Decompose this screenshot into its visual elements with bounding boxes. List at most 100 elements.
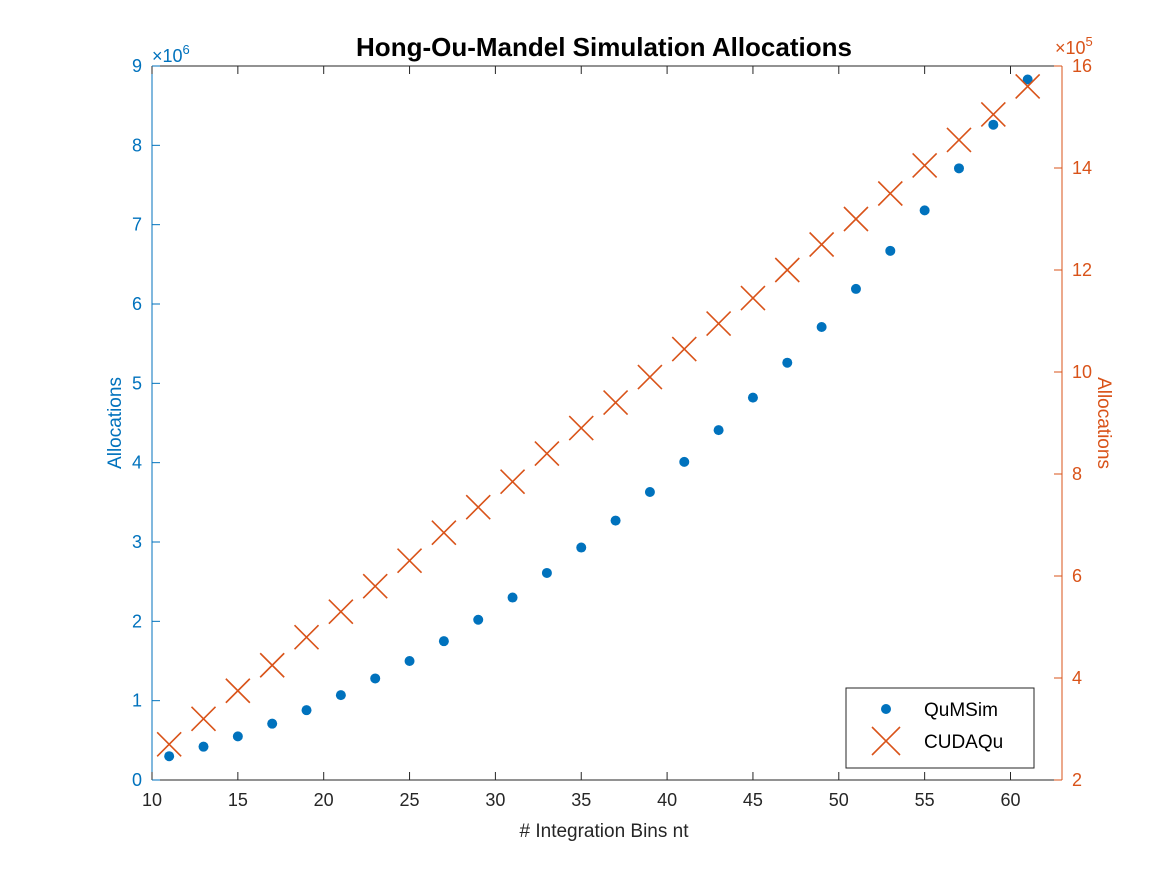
qumsim-point (541, 567, 552, 578)
y-axis-right-exponent-power: 5 (1086, 34, 1093, 49)
cudaqu-point (843, 206, 869, 232)
y-left-tick-label: 4 (132, 453, 142, 473)
legend-marker-cudaqu (871, 726, 901, 756)
x-tick-label: 30 (485, 790, 505, 810)
y-axis-left-label: Allocations (105, 377, 126, 469)
qumsim-point (953, 163, 964, 174)
x-tick-label: 15 (228, 790, 248, 810)
y-right-tick-label: 4 (1072, 668, 1082, 688)
cudaqu-point (396, 548, 423, 574)
cudaqu-point (465, 494, 491, 520)
legend-marker-qumsim (881, 704, 891, 714)
cudaqu-point (500, 469, 526, 495)
qumsim-point (850, 283, 861, 294)
y-left-tick-label: 6 (132, 294, 142, 314)
qumsim-point (885, 245, 896, 256)
y-axis-left-exponent-power: 6 (183, 42, 190, 57)
cudaqu-point (259, 652, 285, 678)
y-axis-right: 2 4 6 8 10 12 14 16 (1054, 56, 1092, 790)
qumsim-point (782, 357, 793, 368)
legend: QuMSim CUDAQu (845, 687, 1035, 769)
cudaqu-point (362, 573, 388, 599)
qumsim-point (267, 718, 278, 729)
cudaqu-point (328, 599, 354, 625)
y-left-tick-label: 1 (132, 691, 142, 711)
qumsim-point (816, 322, 827, 333)
y-right-tick-label: 10 (1072, 362, 1092, 382)
cudaqu-point (740, 285, 766, 311)
y-left-tick-label: 3 (132, 532, 142, 552)
cudaqu-point (637, 364, 663, 390)
qumsim-point (988, 119, 999, 130)
cudaqu-point (980, 101, 1006, 128)
qumsim-point (232, 731, 243, 742)
qumsim-point (301, 705, 312, 716)
y-left-tick-label: 8 (132, 135, 142, 155)
y-axis-left: 0 1 2 3 4 5 6 7 8 9 (132, 56, 160, 790)
qumsim-point (1022, 74, 1033, 85)
cudaqu-point (809, 231, 835, 258)
qumsim-point (507, 592, 518, 603)
x-tick-label: 45 (743, 790, 763, 810)
x-tick-label: 10 (142, 790, 162, 810)
cudaqu-point (225, 678, 251, 704)
y-left-tick-label: 5 (132, 373, 142, 393)
x-axis: 10 15 20 25 30 35 40 45 50 55 60 (142, 66, 1021, 810)
cudaqu-point (431, 520, 457, 546)
qumsim-point (370, 673, 381, 684)
cudaqu-point (568, 415, 594, 441)
qumsim-point (576, 542, 587, 553)
cudaqu-point (877, 180, 903, 207)
qumsim-point (404, 656, 415, 666)
qumsim-point (644, 487, 655, 498)
x-tick-label: 40 (657, 790, 677, 810)
qumsim-point (747, 392, 758, 403)
qumsim-point (473, 614, 484, 625)
y-axis-left-exponent: ×106 (152, 42, 190, 66)
y-axis-left-exponent-base: ×10 (152, 46, 183, 66)
x-axis-label: # Integration Bins nt (520, 821, 690, 842)
cudaqu-point (774, 257, 800, 283)
y-right-tick-label: 8 (1072, 464, 1082, 484)
y-left-tick-label: 9 (132, 56, 142, 76)
y-axis-right-exponent-base: ×10 (1055, 38, 1086, 58)
qumsim-point (164, 751, 175, 762)
cudaqu-point (912, 152, 938, 179)
x-tick-label: 50 (829, 790, 849, 810)
y-axis-right-label: Allocations (1093, 377, 1114, 469)
y-right-tick-label: 14 (1072, 158, 1092, 178)
y-left-tick-label: 2 (132, 611, 142, 631)
chart-title: Hong-Ou-Mandel Simulation Allocations (356, 32, 852, 62)
y-right-tick-label: 2 (1072, 770, 1082, 790)
qumsim-point (713, 425, 724, 436)
x-tick-label: 25 (400, 790, 420, 810)
cudaqu-point (946, 127, 972, 153)
qumsim-point (610, 515, 621, 526)
series-cudaqu (156, 73, 1041, 757)
y-right-tick-label: 12 (1072, 260, 1092, 280)
cudaqu-point (706, 310, 732, 337)
qumsim-point (679, 456, 690, 467)
qumsim-point (335, 690, 346, 701)
y-left-tick-label: 0 (132, 770, 142, 790)
x-tick-label: 55 (915, 790, 935, 810)
legend-box (845, 687, 1035, 769)
cudaqu-point (190, 706, 217, 732)
y-right-tick-label: 16 (1072, 56, 1092, 76)
qumsim-point (198, 741, 209, 752)
cudaqu-point (156, 731, 182, 757)
x-tick-label: 20 (314, 790, 334, 810)
y-right-tick-label: 6 (1072, 566, 1082, 586)
qumsim-point (438, 636, 449, 647)
series-qumsim (164, 74, 1033, 762)
y-left-tick-label: 7 (132, 215, 142, 235)
cudaqu-point (603, 390, 629, 416)
cudaqu-point (1015, 73, 1041, 99)
qumsim-point (919, 205, 930, 216)
cudaqu-point (293, 624, 320, 650)
legend-x-glyph (871, 726, 901, 756)
x-tick-label: 35 (571, 790, 591, 810)
cudaqu-point (534, 441, 560, 467)
legend-label-cudaqu: CUDAQu (924, 732, 1003, 753)
